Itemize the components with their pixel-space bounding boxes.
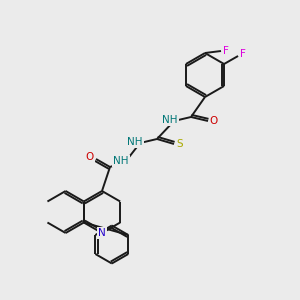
Text: O: O xyxy=(86,152,94,162)
Text: F: F xyxy=(223,46,229,56)
Text: F: F xyxy=(240,49,246,59)
Text: NH: NH xyxy=(113,156,129,166)
Text: O: O xyxy=(210,116,218,126)
Text: N: N xyxy=(98,228,106,238)
Text: NH: NH xyxy=(127,137,143,147)
Text: NH: NH xyxy=(162,115,178,125)
Text: S: S xyxy=(177,139,183,149)
